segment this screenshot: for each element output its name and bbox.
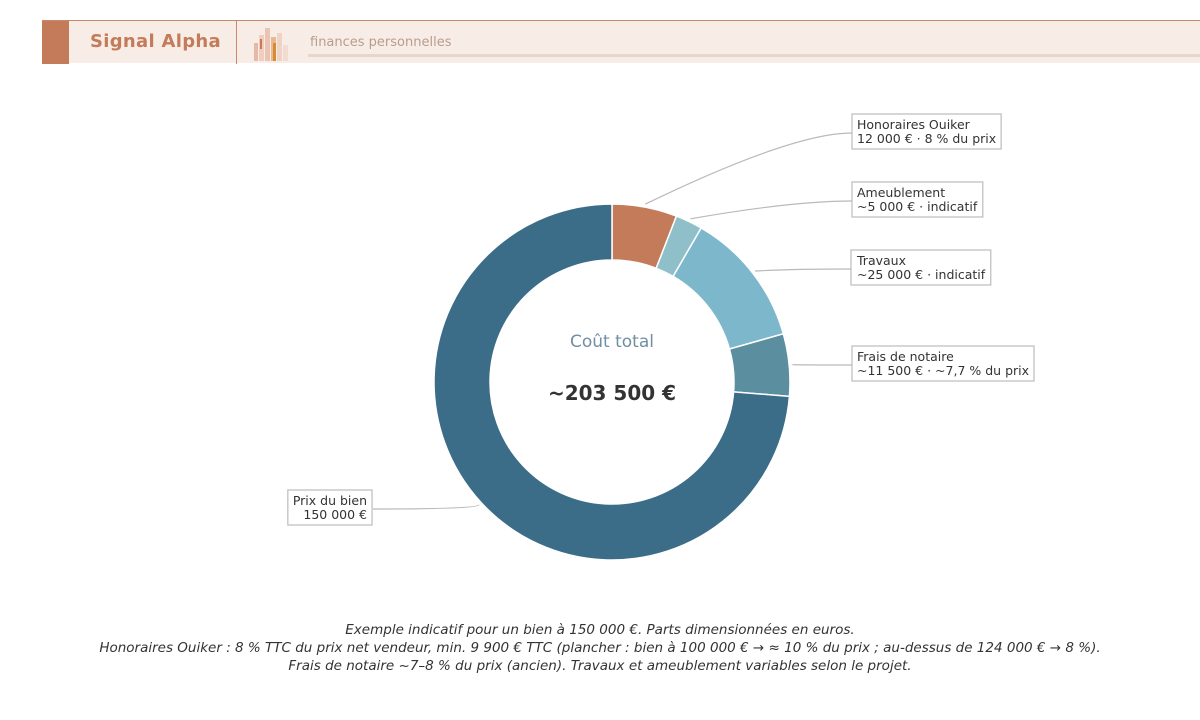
slice-prix-du-bien[interactable] xyxy=(433,203,791,561)
leader-line xyxy=(372,504,480,510)
label-leader-lines xyxy=(372,132,853,510)
slice-label-name: Honoraires Ouiker xyxy=(857,117,971,132)
slice-label-value: ~25 000 € · indicatif xyxy=(857,267,986,282)
donut-slices xyxy=(433,203,791,561)
header-subtitle: finances personnelles xyxy=(310,35,452,50)
slice-label-box xyxy=(851,113,1002,150)
footnote-line-1: Exemple indicatif pour un bien à 150 000… xyxy=(345,622,855,638)
slice-label-name: Frais de notaire xyxy=(857,349,954,364)
center-label: Coût total xyxy=(570,332,654,352)
brand-name[interactable]: Signal Alpha xyxy=(90,31,221,52)
slice-label-value: 150 000 € xyxy=(303,507,367,522)
slice-label-name: Ameublement xyxy=(857,185,945,200)
leader-line xyxy=(754,268,853,272)
slice-label-value: 12 000 € · 8 % du prix xyxy=(857,131,996,146)
footnote-line-2: Honoraires Ouiker : 8 % TTC du prix net … xyxy=(99,640,1101,656)
slice-label-box xyxy=(851,181,984,218)
header-rule xyxy=(308,54,1200,57)
slice-label: Frais de notaire~11 500 € · ~7,7 % du pr… xyxy=(851,345,1035,382)
slice-label-value: ~5 000 € · indicatif xyxy=(857,199,978,214)
slice-label-box xyxy=(851,345,1035,382)
slice-label: Ameublement~5 000 € · indicatif xyxy=(851,181,984,218)
brand-swatch xyxy=(42,21,69,64)
header-bar: Signal Alpha finances personnelles xyxy=(42,20,1200,64)
slice-label: Travaux~25 000 € · indicatif xyxy=(850,249,992,286)
slice-label-name: Travaux xyxy=(856,253,906,268)
header-divider xyxy=(236,21,237,64)
bar-chart-logo-icon xyxy=(254,28,288,61)
leader-line xyxy=(645,132,853,205)
center-total-value: ~203 500 € xyxy=(548,381,676,405)
slice-label-value: ~11 500 € · ~7,7 % du prix xyxy=(857,363,1029,378)
slice-label-box xyxy=(287,489,373,526)
slice-label-name: Prix du bien xyxy=(293,493,367,508)
footnote: Exemple indicatif pour un bien à 150 000… xyxy=(0,621,1200,675)
slice-label-box xyxy=(850,249,992,286)
leader-line xyxy=(690,200,853,220)
footnote-line-3: Frais de notaire ~7–8 % du prix (ancien)… xyxy=(288,658,912,674)
